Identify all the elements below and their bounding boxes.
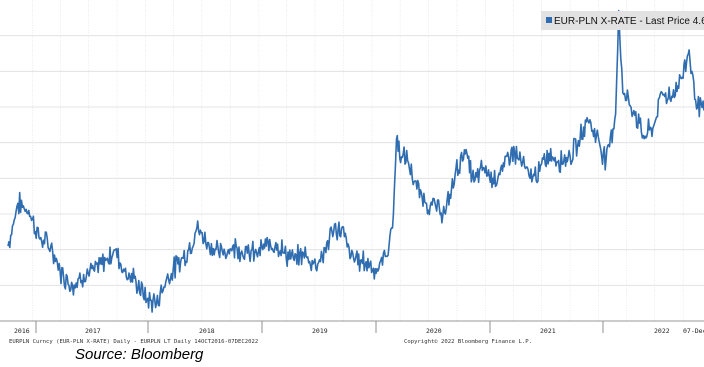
- x-tick-label: 2022: [654, 327, 670, 335]
- legend-box: [541, 11, 704, 30]
- footer-series-info: EURPLN Curncy (EUR-PLN X-RATE) Daily - E…: [9, 339, 258, 345]
- legend-label: EUR-PLN X-RATE - Last Price 4.69: [554, 16, 704, 27]
- x-tick-label: 2019: [312, 327, 328, 335]
- eurpln-line-chart: EUR-PLN X-RATE - Last Price 4.69 2016 201…: [0, 0, 704, 345]
- x-tick-label: 2020: [426, 327, 442, 335]
- source-caption: Source: Bloomberg: [75, 346, 204, 363]
- footer-copyright: Copyright© 2022 Bloomberg Finance L.P.: [404, 339, 532, 345]
- x-tick-label: 2017: [85, 327, 101, 335]
- legend-swatch: [546, 17, 552, 23]
- legend: EUR-PLN X-RATE - Last Price 4.69: [541, 11, 704, 30]
- x-tick-label: 2021: [540, 327, 556, 335]
- x-tick-label: 2016: [14, 327, 30, 335]
- vertical-gridlines: [32, 0, 684, 321]
- x-axis-ticks: 2016 2017 2018 2019 2020 2021 2022 07-Dec-: [14, 321, 704, 335]
- x-tick-label: 07-Dec-: [683, 327, 704, 335]
- x-tick-label: 2018: [199, 327, 215, 335]
- eurpln-price-line: [7, 9, 704, 313]
